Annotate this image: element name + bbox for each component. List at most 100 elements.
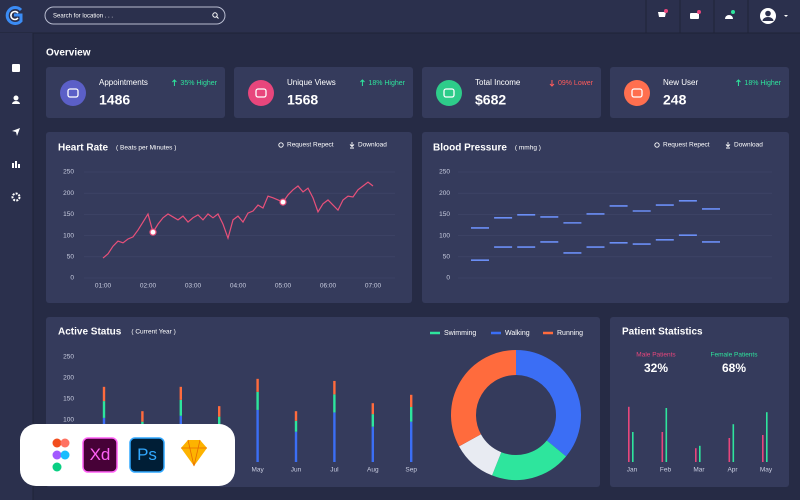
figma-logo-part (52, 450, 62, 460)
x-tick-label: Jan (627, 467, 638, 474)
y-tick-label: 100 (439, 232, 450, 239)
y-tick-label: 0 (70, 275, 74, 282)
nav-user-body (12, 101, 20, 104)
patient-bar (695, 448, 697, 462)
section-title: Overview (46, 48, 91, 59)
x-tick-label: Jun (291, 467, 302, 474)
figma-logo-part (60, 450, 70, 460)
activity-segment (179, 386, 182, 400)
stat-value: 248 (663, 92, 687, 108)
search-icon-handle (216, 16, 219, 19)
nav-settings-icon[interactable] (11, 192, 21, 202)
nav-dashboard-icon[interactable] (12, 64, 20, 72)
logo[interactable] (5, 6, 23, 25)
stat-icon-glyph (255, 88, 267, 98)
avatar-caret[interactable] (784, 15, 788, 17)
activity-segment (410, 421, 413, 462)
stat-label: Appointments (99, 78, 148, 87)
stat-change: 35% Higher (180, 80, 217, 87)
activity-segment (179, 399, 182, 416)
action-button[interactable]: Request Repect (287, 142, 334, 149)
patient-bar (628, 406, 630, 462)
patient-bar (632, 432, 634, 462)
y-tick-label: 150 (439, 211, 450, 218)
notification-icon[interactable] (725, 15, 733, 19)
y-tick-label: 200 (63, 190, 74, 197)
stat-value: $682 (475, 92, 506, 108)
search-box[interactable] (44, 6, 226, 25)
avatar-body (762, 17, 774, 21)
activity-segment (333, 412, 336, 462)
download-icon[interactable] (349, 142, 355, 149)
panel-subtitle: ( Beats per Minutes ) (116, 145, 176, 152)
activity-segment (333, 380, 336, 395)
stat-label: Total Income (475, 78, 521, 87)
x-tick-label: 07:00 (365, 283, 382, 290)
panel-title: Patient Statistics (622, 327, 703, 338)
x-tick-label: Apr (727, 467, 738, 474)
legend-label: Swimming (444, 330, 476, 337)
stat-card (46, 67, 225, 118)
nav-plane-icon[interactable] (12, 128, 20, 136)
activity-segment (294, 411, 298, 421)
stat-card (422, 67, 601, 118)
stat-card (234, 67, 413, 118)
x-tick-label: Jul (330, 467, 339, 474)
stat-card (610, 67, 789, 118)
patient-bar (728, 438, 731, 462)
tool-icon-label: Ps (137, 445, 157, 464)
x-tick-label: 02:00 (140, 283, 157, 290)
trend-arrow (736, 79, 741, 86)
action-button[interactable]: Download (734, 142, 763, 149)
x-tick-label: May (251, 467, 264, 474)
legend-label: Running (557, 330, 583, 337)
stat-change: 09% Lower (558, 80, 594, 87)
avatar-head (765, 10, 771, 17)
mail-icon[interactable] (690, 13, 699, 19)
panel-title: Heart Rate (58, 143, 108, 154)
heart-rate-line (102, 181, 374, 259)
x-tick-label: 01:00 (95, 283, 112, 290)
cart-icon[interactable] (658, 12, 666, 17)
donut-segment (451, 350, 517, 447)
patient-bar (762, 435, 764, 462)
x-tick-label: May (760, 467, 773, 474)
stat-label: New User (663, 78, 698, 87)
activity-segment (256, 391, 259, 410)
activity-segment (410, 406, 413, 422)
activity-segment (218, 406, 221, 417)
nav-user-icon[interactable] (13, 95, 19, 101)
refresh-icon[interactable] (278, 142, 284, 148)
y-tick-label: 0 (446, 275, 450, 282)
stat-icon-glyph (443, 88, 455, 98)
highlight-point (149, 228, 157, 236)
activity-segment (371, 403, 374, 415)
x-tick-label: Feb (660, 467, 672, 474)
y-tick-label: 50 (67, 254, 75, 261)
figma-logo-part (52, 438, 62, 448)
stat-icon (624, 80, 650, 106)
search-icon[interactable] (212, 12, 218, 18)
nav-stats-icon[interactable] (12, 161, 20, 168)
tools-badge (20, 424, 235, 486)
logo-inner (10, 10, 19, 21)
top-bar (0, 0, 800, 33)
trend-arrow (549, 80, 555, 87)
activity-segment (371, 426, 374, 462)
y-tick-label: 200 (63, 375, 74, 382)
action-button[interactable]: Download (358, 142, 387, 149)
action-button[interactable]: Request Repect (663, 142, 710, 149)
download-icon[interactable] (725, 142, 731, 149)
stat-change: 18% Higher (368, 80, 405, 87)
stat-change: 18% Higher (744, 80, 781, 87)
y-tick-label: 150 (63, 396, 74, 403)
panel (46, 132, 412, 303)
trend-arrow (172, 79, 177, 86)
x-tick-label: 05:00 (275, 283, 292, 290)
activity-segment (256, 378, 259, 392)
y-tick-label: 250 (63, 354, 74, 361)
activity-segment (410, 394, 413, 407)
refresh-icon[interactable] (654, 142, 660, 148)
patient-bar (732, 424, 735, 462)
